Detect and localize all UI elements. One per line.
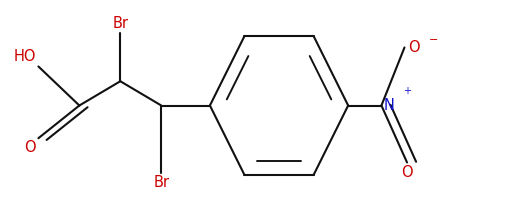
Text: −: − [429,35,438,45]
Text: HO: HO [13,49,36,64]
Text: Br: Br [153,175,169,190]
Text: O: O [409,40,420,55]
Text: N: N [384,98,395,113]
Text: O: O [24,140,36,155]
Text: O: O [401,165,413,180]
Text: +: + [403,86,411,96]
Text: Br: Br [112,16,129,31]
